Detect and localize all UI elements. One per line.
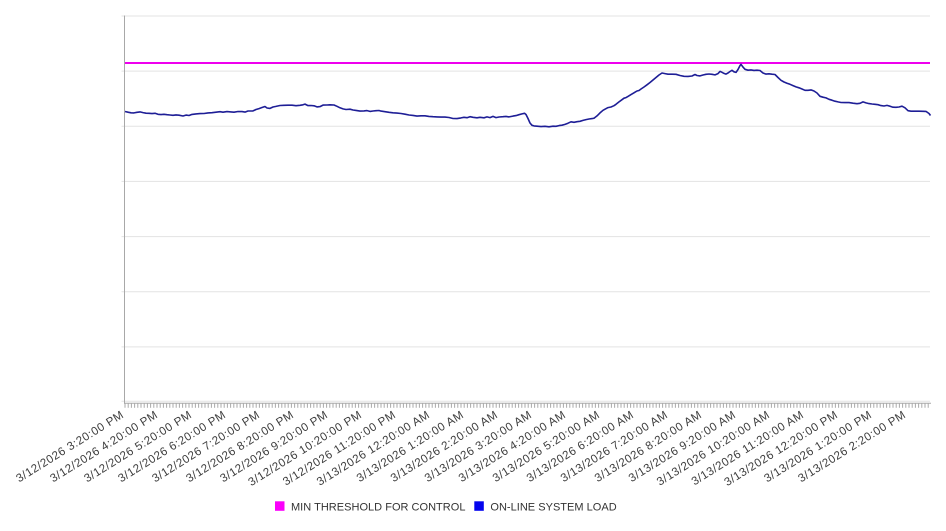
svg-text:MIN THRESHOLD FOR CONTROL: MIN THRESHOLD FOR CONTROL (291, 502, 465, 514)
svg-text:ON-LINE SYSTEM LOAD: ON-LINE SYSTEM LOAD (490, 502, 616, 514)
